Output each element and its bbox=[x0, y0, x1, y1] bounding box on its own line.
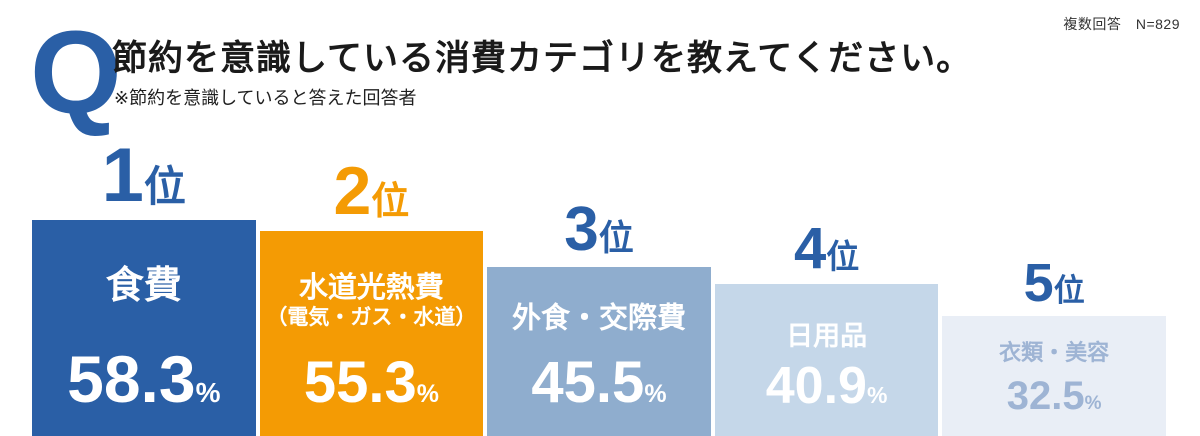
percent-sign: % bbox=[416, 380, 439, 408]
percent-sign: % bbox=[1084, 393, 1102, 414]
bar-category-name: 日用品 bbox=[715, 319, 939, 351]
bar-category-name: 水道光熱費 （電気・ガス・水道） bbox=[260, 271, 484, 331]
percentage-value: 40.9 bbox=[765, 357, 867, 415]
percent-sign: % bbox=[866, 382, 888, 408]
rank-1-label: 1位 bbox=[102, 138, 186, 214]
percentage-value: 58.3 bbox=[67, 342, 196, 416]
bar-category-name: 食費 bbox=[32, 264, 256, 310]
bar-daily-goods: 日用品 40.9% bbox=[714, 284, 939, 436]
rank-1-column: 1位 食費 58.3% bbox=[32, 138, 256, 436]
rank-3-column: 3位 外食・交際費 45.5% bbox=[487, 199, 711, 436]
bar-percentage: 58.3% bbox=[32, 346, 256, 412]
percentage-value: 32.5 bbox=[1006, 374, 1085, 418]
rank-number: 4 bbox=[793, 216, 827, 281]
percent-sign: % bbox=[644, 380, 667, 408]
bar-percentage: 45.5% bbox=[487, 354, 711, 412]
bar-category-label: 衣類・美容 bbox=[999, 339, 1110, 365]
bar-category-name: 衣類・美容 bbox=[942, 340, 1166, 366]
bar-food: 食費 58.3% bbox=[32, 220, 256, 436]
bar-utilities: 水道光熱費 （電気・ガス・水道） 55.3% bbox=[259, 231, 484, 436]
rank-4-label: 4位 bbox=[794, 220, 859, 278]
rank-suffix: 位 bbox=[598, 219, 634, 258]
rank-suffix: 位 bbox=[143, 163, 186, 210]
bar-category-label: 食費 bbox=[105, 265, 182, 308]
bar-category-label: 水道光熱費 bbox=[298, 271, 444, 304]
bar-percentage: 55.3% bbox=[260, 354, 484, 412]
rank-3-label: 3位 bbox=[564, 199, 634, 261]
rank-2-label: 2位 bbox=[333, 157, 409, 225]
question-note: ※節約を意識していると答えた回答者 bbox=[114, 88, 417, 108]
rank-suffix: 位 bbox=[1053, 273, 1085, 308]
rank-suffix: 位 bbox=[826, 238, 860, 275]
rank-number: 1 bbox=[101, 133, 144, 218]
bar-percentage: 40.9% bbox=[715, 360, 939, 412]
bar-category-label: 外食・交際費 bbox=[511, 302, 686, 335]
percent-sign: % bbox=[195, 377, 221, 408]
ranking-bar-chart: 1位 食費 58.3% 2位 水道光熱費 （電気・ガス・水道） 55.3% 3位 bbox=[32, 138, 1166, 436]
bar-dining-social: 外食・交際費 45.5% bbox=[487, 267, 711, 436]
bar-category-label: 日用品 bbox=[786, 320, 868, 351]
rank-2-column: 2位 水道光熱費 （電気・ガス・水道） 55.3% bbox=[259, 157, 484, 436]
bar-category-sublabel: （電気・ガス・水道） bbox=[266, 306, 477, 330]
page-title: 節約を意識している消費カテゴリを教えてください。 bbox=[112, 39, 973, 78]
rank-4-column: 4位 日用品 40.9% bbox=[714, 220, 939, 436]
bar-percentage: 32.5% bbox=[942, 376, 1166, 416]
bar-clothing-beauty: 衣類・美容 32.5% bbox=[942, 316, 1166, 436]
bar-category-name: 外食・交際費 bbox=[487, 302, 711, 337]
question-mark-letter: Q bbox=[30, 7, 122, 139]
sample-size-label: 複数回答 N=829 bbox=[1063, 16, 1180, 32]
rank-number: 5 bbox=[1023, 253, 1054, 313]
rank-suffix: 位 bbox=[371, 181, 410, 223]
rank-5-column: 5位 衣類・美容 32.5% bbox=[942, 256, 1166, 436]
rank-number: 2 bbox=[333, 153, 372, 229]
percentage-value: 55.3 bbox=[303, 350, 417, 415]
percentage-value: 45.5 bbox=[531, 350, 645, 415]
rank-number: 3 bbox=[564, 195, 599, 264]
rank-5-label: 5位 bbox=[1024, 256, 1085, 310]
